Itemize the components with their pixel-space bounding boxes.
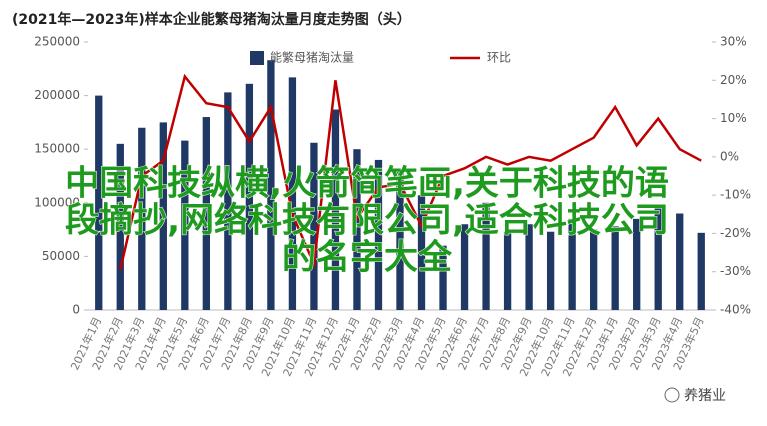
y2-tick-label: 10% (720, 111, 747, 125)
y-tick-label: 150000 (34, 142, 80, 156)
bar (116, 143, 124, 310)
bar (654, 204, 662, 310)
bar (181, 140, 189, 310)
y-tick-label: 200000 (34, 88, 80, 102)
bar (676, 213, 684, 310)
y2-tick-label: 20% (720, 73, 747, 87)
bar (267, 60, 275, 310)
y-tick-label: 0 (72, 303, 80, 317)
bar (589, 229, 598, 310)
bar (202, 117, 211, 310)
bar (331, 109, 340, 310)
bar (611, 226, 619, 310)
y2-tick-label: -20% (720, 226, 751, 240)
bar (460, 224, 469, 310)
overlay-text: 的名字大全 (282, 238, 453, 278)
bar (224, 92, 232, 310)
watermark-icon (664, 387, 680, 403)
legend-label: 环比 (487, 51, 511, 65)
y2-tick-label: -40% (720, 303, 751, 317)
legend-swatch (250, 51, 264, 65)
watermark: 养猪业 (684, 388, 726, 404)
y-tick-label: 250000 (34, 35, 80, 49)
y2-tick-label: -10% (720, 188, 751, 202)
y2-tick-label: 0% (720, 149, 739, 163)
y-tick-label: 100000 (34, 195, 80, 209)
bar (482, 202, 490, 310)
overlay-text: 中国科技纵横,火箭简笔画,关于科技的语 (65, 164, 669, 204)
bar (353, 149, 361, 310)
bar (525, 224, 533, 310)
bar (288, 77, 297, 310)
bar (245, 83, 254, 310)
bar (396, 170, 404, 310)
bar (503, 231, 512, 310)
chart-title: (2021年—2023年)样本企业能繁母猪淘汰量月度走势图（头） (12, 11, 411, 28)
y2-tick-label: -30% (720, 264, 751, 278)
bar (546, 231, 555, 310)
overlay-text: 段摘抄,网络科技有限公司,适合科技公司 (65, 201, 669, 241)
bar (439, 245, 447, 310)
legend-label: 能繁母猪淘汰量 (270, 50, 354, 65)
bar (374, 159, 383, 310)
line (119, 73, 702, 271)
y-tick-label: 50000 (42, 249, 80, 263)
bar (417, 195, 426, 310)
bar (95, 95, 103, 310)
bar (159, 122, 167, 311)
bar (138, 127, 146, 310)
bar (697, 232, 705, 310)
bar (310, 142, 318, 310)
bar (633, 218, 641, 310)
bar (568, 218, 576, 310)
y2-tick-label: 30% (720, 35, 747, 49)
